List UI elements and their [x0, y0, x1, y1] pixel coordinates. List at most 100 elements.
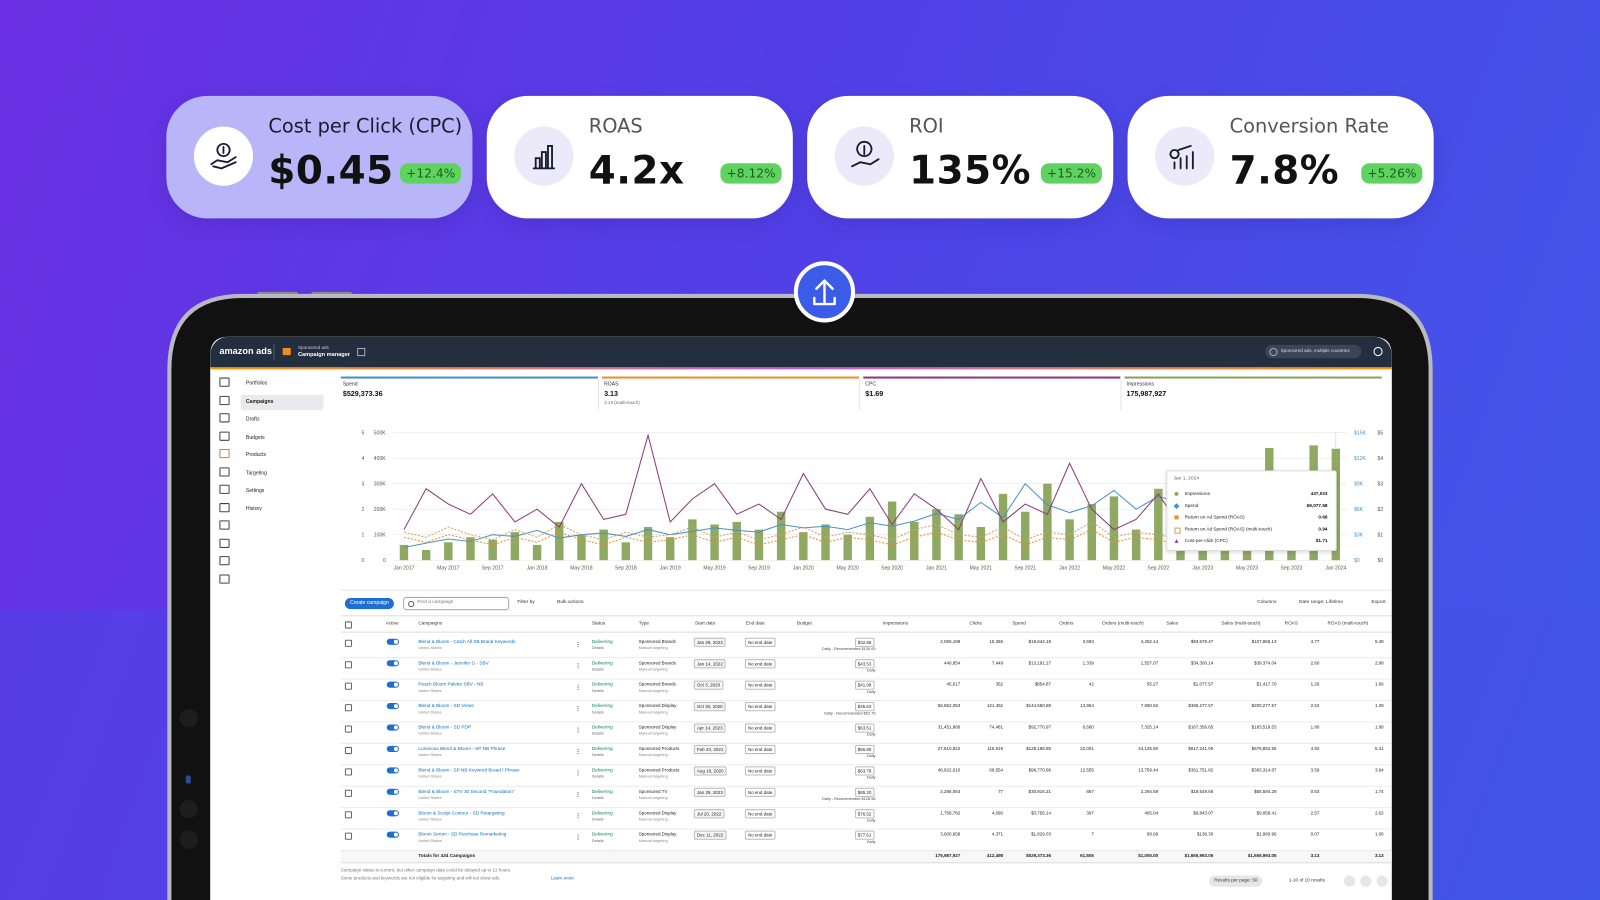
nav-item[interactable]: Settings	[245, 487, 265, 494]
budget[interactable]: $63.51	[854, 723, 875, 734]
campaign-link[interactable]: Blend & Bloom - SP NB Keyword Broad / Ph…	[418, 767, 520, 773]
region-selector[interactable]: Sponsored ads, multiple countries	[1265, 344, 1362, 359]
sidebar-icon[interactable]	[219, 484, 230, 494]
sidebar-icon[interactable]	[219, 538, 230, 548]
row-checkbox[interactable]	[344, 661, 353, 669]
campaign-link[interactable]: Peach Bloom Palette SBV - NB	[418, 681, 484, 687]
export-button[interactable]: Export	[1371, 599, 1386, 606]
column-header[interactable]: ROAS (multi-touch)	[1327, 620, 1369, 626]
column-header[interactable]: Spend	[1012, 620, 1026, 626]
column-header[interactable]: Start date	[694, 620, 716, 626]
column-header[interactable]: Orders (multi-touch)	[1102, 620, 1144, 626]
sidebar-icon[interactable]	[219, 431, 230, 441]
sidebar-icon[interactable]	[219, 413, 230, 423]
metric-label[interactable]: ROAS	[604, 381, 619, 388]
start-date[interactable]: Jan 14, 2022	[693, 659, 726, 669]
column-header[interactable]: ROAS	[1284, 620, 1298, 626]
budget[interactable]: $43.53	[854, 659, 875, 669]
column-header[interactable]: Impressions	[882, 620, 908, 626]
status-details[interactable]: Details	[591, 709, 604, 714]
active-toggle[interactable]	[386, 724, 399, 731]
campaign-link[interactable]: Luminous Blend & Bloom - SP NB Phrase	[418, 745, 506, 752]
column-header[interactable]: End date	[745, 620, 765, 626]
nav-item[interactable]: Portfolios	[245, 380, 268, 387]
active-toggle[interactable]	[386, 681, 399, 688]
end-date[interactable]: No end date	[744, 809, 776, 819]
sidebar-icon[interactable]	[219, 466, 230, 477]
row-checkbox[interactable]	[344, 704, 353, 712]
column-header[interactable]: Orders	[1059, 620, 1074, 626]
start-date[interactable]: Jan 29, 2022	[693, 637, 726, 648]
budget[interactable]: $77.61	[854, 830, 875, 841]
status-details[interactable]: Details	[591, 666, 604, 671]
columns-dropdown[interactable]: Columns	[1257, 599, 1277, 606]
column-header[interactable]: Type	[638, 620, 649, 626]
budget[interactable]: $55.80	[854, 744, 875, 755]
active-toggle[interactable]	[386, 745, 399, 753]
end-date[interactable]: No end date	[744, 766, 776, 776]
column-header[interactable]: Active	[385, 620, 399, 626]
campaign-link[interactable]: Bloom & Sculpt Contour - SD Retargeting	[418, 810, 505, 816]
nav-item[interactable]: History	[245, 505, 262, 512]
nav-item[interactable]: Campaigns	[245, 398, 274, 405]
end-date[interactable]: No end date	[744, 787, 776, 798]
column-header[interactable]: Sales	[1166, 620, 1179, 626]
end-date[interactable]: No end date	[744, 723, 776, 734]
campaign-link[interactable]: Blend & Bloom - Catch All SB Brand Keywo…	[418, 638, 516, 644]
pager-button[interactable]	[1360, 875, 1372, 887]
status-details[interactable]: Details	[591, 688, 604, 693]
row-checkbox[interactable]	[344, 789, 353, 797]
start-date[interactable]: Dec 11, 2022	[693, 830, 727, 841]
row-checkbox[interactable]	[344, 832, 353, 840]
end-date[interactable]: No end date	[744, 830, 776, 841]
start-date[interactable]: Apr 14, 2023	[693, 723, 726, 734]
campaign-link[interactable]: Bloom Serum - SD Purchase Remarketing	[418, 831, 507, 837]
row-checkbox[interactable]	[344, 682, 353, 690]
active-toggle[interactable]	[386, 810, 399, 817]
active-toggle[interactable]	[386, 703, 399, 710]
learn-more-link[interactable]: Learn more	[551, 875, 574, 881]
status-details[interactable]: Details	[591, 838, 604, 843]
campaign-link[interactable]: Blend & Bloom - STV 30 Second "Foundatio…	[418, 788, 515, 794]
column-header[interactable]: Campaigns	[418, 620, 443, 626]
metric-label[interactable]: Spend	[342, 381, 358, 388]
status-details[interactable]: Details	[591, 816, 604, 821]
help-icon[interactable]	[1373, 346, 1383, 357]
row-checkbox[interactable]	[344, 639, 353, 647]
row-checkbox[interactable]	[344, 768, 353, 776]
column-header[interactable]: Sales (multi-touch)	[1221, 620, 1261, 626]
sidebar-icon[interactable]	[219, 520, 230, 530]
start-date[interactable]: Jan 29, 2023	[693, 787, 726, 798]
column-header[interactable]: Budget	[796, 620, 812, 626]
metric-label[interactable]: Impressions	[1126, 381, 1155, 388]
sidebar-icon[interactable]	[219, 377, 230, 387]
status-details[interactable]: Details	[591, 645, 604, 650]
end-date[interactable]: No end date	[744, 744, 776, 755]
sidebar-icon[interactable]	[219, 395, 230, 405]
start-date[interactable]: Oct 3, 2020	[693, 680, 724, 691]
row-checkbox[interactable]	[344, 725, 353, 733]
budget[interactable]: $76.52	[854, 809, 875, 819]
search-input[interactable]: Find a campaign	[403, 596, 510, 611]
nav-item[interactable]: Products	[245, 452, 267, 459]
budget[interactable]: $63.78	[854, 766, 875, 776]
row-checkbox[interactable]	[344, 811, 353, 819]
status-details[interactable]: Details	[591, 795, 604, 800]
budget[interactable]: $41.08	[854, 680, 875, 691]
nav-item[interactable]: Targeting	[245, 469, 267, 477]
bulk-actions[interactable]: Bulk actions	[557, 599, 584, 606]
active-toggle[interactable]	[386, 831, 399, 838]
start-date[interactable]: Aug 18, 2020	[693, 766, 727, 776]
sidebar-icon[interactable]	[219, 502, 230, 512]
date-range[interactable]: Date range: Lifetime	[1298, 599, 1344, 606]
campaign-link[interactable]: Blend & Bloom - SD Views	[418, 703, 474, 709]
sidebar-icon[interactable]	[219, 448, 230, 459]
sidebar-icon[interactable]	[219, 556, 230, 566]
active-toggle[interactable]	[386, 638, 399, 645]
pager-button[interactable]	[1343, 875, 1356, 887]
nav-item[interactable]: Drafts	[245, 416, 260, 423]
start-date[interactable]: Jul 20, 2022	[693, 809, 725, 819]
campaign-link[interactable]: Blend & Bloom - SD PDP	[418, 724, 471, 730]
end-date[interactable]: No end date	[744, 680, 776, 691]
active-toggle[interactable]	[386, 767, 399, 774]
